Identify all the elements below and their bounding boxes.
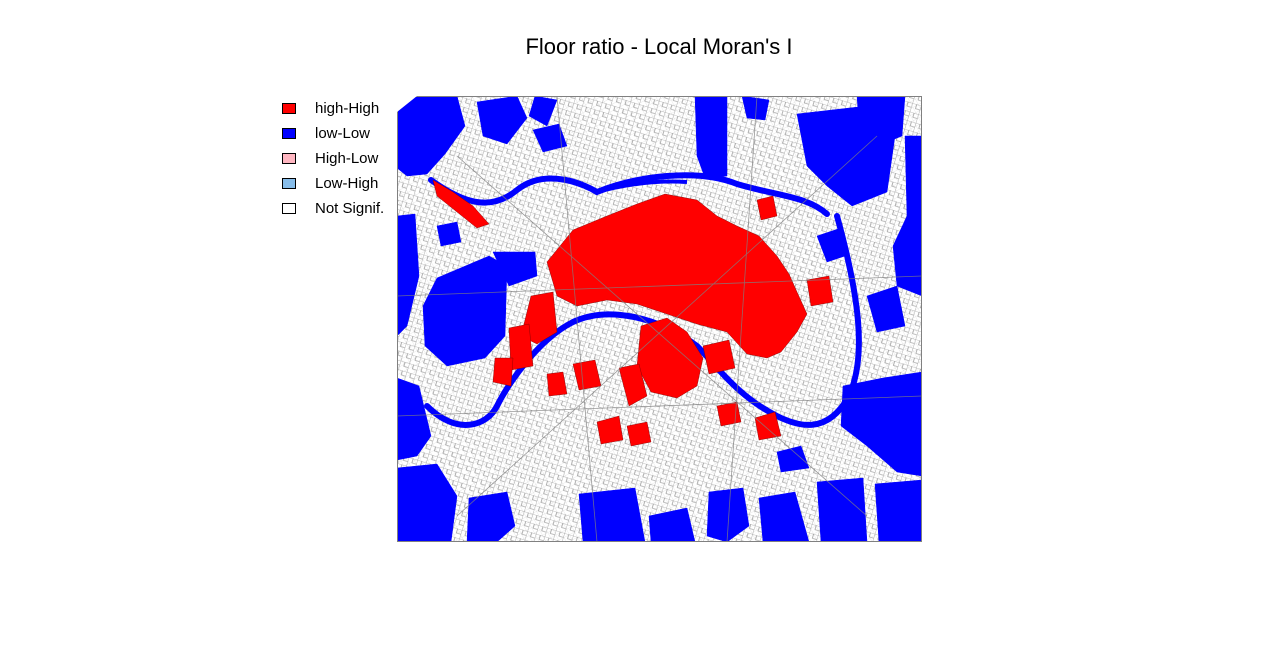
road-network: [397, 96, 922, 542]
choropleth-map: [397, 96, 922, 542]
map-border: [397, 96, 922, 542]
low-low-clusters: [397, 96, 922, 542]
map-frame: [397, 96, 922, 542]
map-title: Floor ratio - Local Moran's I: [525, 34, 793, 59]
legend-swatch-low-low: [282, 128, 296, 139]
river-branch: [596, 179, 688, 194]
legend-item-low-low: low-Low: [282, 121, 384, 146]
legend-swatch-low-high: [282, 178, 296, 189]
legend-item-high-low: High-Low: [282, 146, 384, 171]
legend-swatch-not-signif: [282, 203, 296, 214]
legend-item-high-high: high-High: [282, 96, 384, 121]
legend-item-not-signif: Not Signif.: [282, 196, 384, 221]
legend-label-high-low: High-Low: [315, 150, 379, 167]
legend-label-not-signif: Not Signif.: [315, 200, 385, 217]
legend-label-low-low: low-Low: [315, 125, 371, 142]
legend-label-low-high: Low-High: [315, 175, 379, 192]
legend-swatch-high-low: [282, 153, 296, 164]
map-corner-clip: [397, 96, 417, 112]
legend-swatch-high-high: [282, 103, 296, 114]
legend: high-High low-Low High-Low Low-High Not …: [282, 96, 384, 221]
legend-label-high-high: high-High: [315, 100, 380, 117]
legend-item-low-high: Low-High: [282, 171, 384, 196]
